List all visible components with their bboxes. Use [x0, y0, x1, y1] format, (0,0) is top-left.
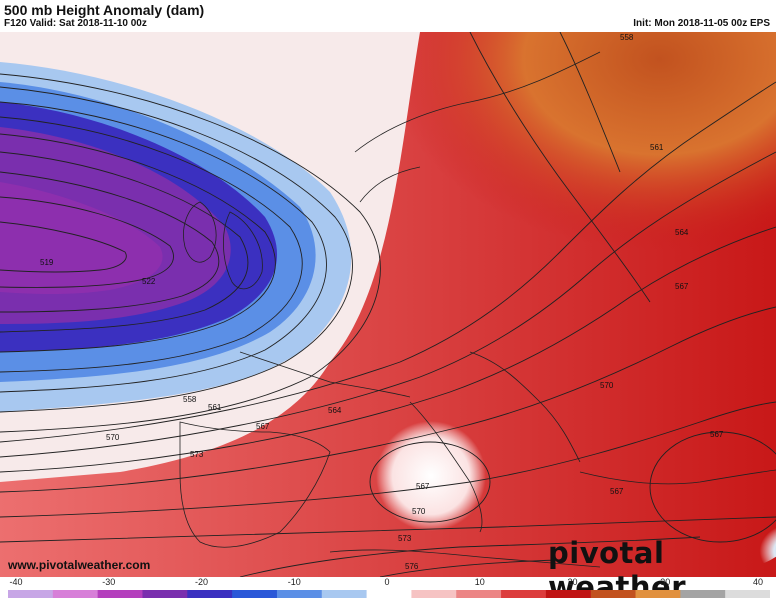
colorbar-swatch	[276, 590, 323, 598]
colorbar-tick-label: 20	[567, 577, 578, 587]
colorbar-swatch	[456, 590, 502, 598]
contour-label: 558	[620, 33, 634, 42]
height-contours	[0, 32, 776, 577]
colorbar-swatch	[142, 590, 188, 598]
colorbar-swatch	[232, 590, 278, 598]
colorbar-tick-label: -30	[102, 577, 116, 587]
contour-label: 567	[416, 482, 430, 491]
colorbar-swatch	[52, 590, 99, 598]
colorbar-tick-label: 0	[384, 577, 390, 587]
contour-label: 522	[142, 277, 156, 286]
colorbar-swatch	[590, 590, 637, 598]
contour-label: 576	[405, 562, 419, 571]
header: 500 mb Height Anomaly (dam) F120 Valid: …	[0, 0, 776, 32]
contour-label: 564	[328, 406, 342, 415]
contour-label: 558	[183, 395, 197, 404]
coastlines	[179, 51, 776, 568]
colorbar-swatch	[411, 590, 457, 598]
negative-anomaly-center	[0, 182, 163, 294]
contour-label: 567	[710, 430, 724, 439]
colorbar-swatch	[635, 590, 681, 598]
colorbar-tick-label: -20	[194, 577, 209, 587]
colorbar-tick-label: -10	[287, 577, 301, 587]
colorbar	[8, 590, 770, 598]
colorbar-ticks: -40 -30 -20 -10 0 10 20 30 40	[0, 577, 776, 589]
southeast-negative	[630, 432, 776, 572]
colorbar-swatch	[187, 590, 233, 598]
contour-label: 567	[675, 282, 689, 291]
colorbar-swatch	[97, 590, 143, 598]
contour-label: 564	[675, 228, 689, 237]
colorbar-swatch	[501, 590, 547, 598]
colorbar-swatch	[366, 590, 412, 598]
colorbar-swatch	[8, 590, 54, 598]
contour-label: 570	[600, 381, 614, 390]
brand-logo: pivotal weather	[548, 536, 687, 604]
colorbar-swatch	[725, 590, 770, 598]
contour-label: 567	[256, 422, 270, 431]
contour-label: 570	[106, 433, 120, 442]
central-neutral	[310, 322, 530, 542]
map-title: 500 mb Height Anomaly (dam)	[4, 2, 205, 18]
contour-label: 573	[190, 450, 204, 459]
anomaly-map: 558 561 564 567 519 522 558 561 567 570 …	[0, 32, 776, 577]
contour-label: 567	[610, 487, 624, 496]
contour-label: 570	[412, 507, 426, 516]
contour-label: 561	[208, 403, 222, 412]
contour-label: 573	[398, 534, 412, 543]
colorbar-swatch	[545, 590, 592, 598]
colorbar-tick-label: -40	[9, 577, 23, 587]
colorbar-swatch	[321, 590, 368, 598]
contour-label: 519	[40, 258, 54, 267]
colorbar-swatch	[680, 590, 726, 598]
valid-time: F120 Valid: Sat 2018-11-10 00z	[4, 18, 147, 29]
map-svg: 558 561 564 567 519 522 558 561 567 570 …	[0, 32, 776, 577]
contour-label: 561	[650, 143, 664, 152]
init-time: Init: Mon 2018-11-05 00z EPS	[633, 18, 770, 29]
colorbar-tick-label: 30	[660, 577, 671, 587]
contour-label-group: 558 561 564 567 519 522 558 561 567 570 …	[40, 33, 724, 571]
website-label: www.pivotalweather.com	[8, 558, 151, 572]
colorbar-tick-label: 10	[474, 577, 485, 587]
colorbar-tick-label: 40	[752, 577, 764, 587]
